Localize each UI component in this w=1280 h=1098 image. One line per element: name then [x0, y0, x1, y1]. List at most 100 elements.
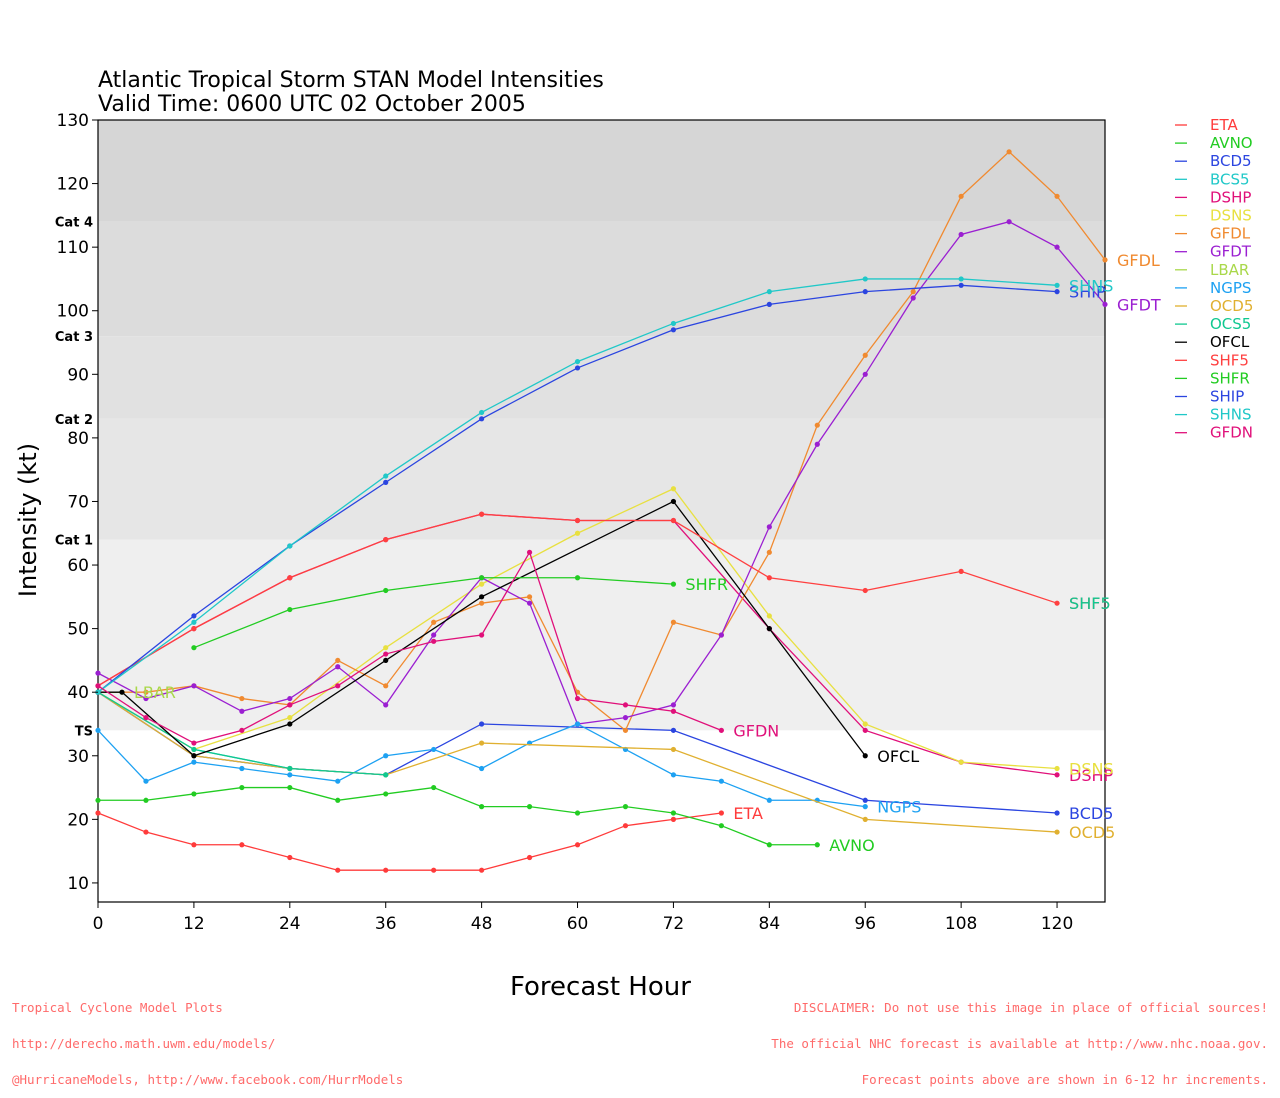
data-point: [766, 626, 772, 632]
legend-label: OCS5: [1210, 315, 1251, 333]
series-shns: [95, 276, 1060, 695]
data-point: [670, 581, 677, 587]
y-tick-label: 120: [57, 175, 89, 195]
series-end-label: GFDL: [1117, 251, 1160, 270]
footer-left-line[interactable]: @HurricaneModels, http://www.facebook.co…: [12, 1072, 404, 1087]
series-end-label: SHNS: [1069, 276, 1113, 295]
data-point: [670, 708, 677, 714]
y-tick-label: 50: [67, 620, 89, 640]
data-point: [287, 575, 293, 581]
data-point: [574, 721, 581, 727]
y-tick-label: 30: [67, 747, 89, 767]
legend-label: SHIP: [1210, 388, 1244, 406]
footer-left-line[interactable]: http://derecho.math.uwm.edu/models/: [12, 1036, 276, 1051]
data-point: [862, 797, 868, 803]
x-tick-label: 12: [183, 914, 205, 934]
y-tick-label: 70: [67, 492, 89, 512]
legend-label: GFDL: [1210, 225, 1251, 243]
data-point: [526, 804, 533, 810]
legend-entry: SHIP: [1175, 388, 1244, 406]
chart-title: Atlantic Tropical Storm STAN Model Inten…: [98, 68, 604, 93]
data-point: [191, 645, 197, 651]
legend-label: BCD5: [1210, 152, 1252, 170]
data-point: [526, 854, 533, 861]
data-point: [287, 772, 293, 778]
legend-entry: ETA: [1175, 116, 1238, 134]
data-point: [670, 810, 677, 816]
data-point: [431, 784, 437, 791]
data-point: [1054, 600, 1060, 606]
data-point: [335, 664, 341, 670]
data-point: [95, 683, 101, 689]
data-point: [143, 778, 149, 784]
data-point: [479, 600, 485, 606]
data-point: [287, 765, 293, 772]
data-point: [814, 842, 820, 848]
data-point: [670, 486, 677, 492]
legend-entry: LBAR: [1175, 261, 1249, 279]
legend-label: NGPS: [1210, 279, 1251, 297]
x-tick-label: 108: [945, 914, 977, 934]
plot-frame: [97, 119, 1106, 903]
category-label: Cat 4: [55, 216, 93, 231]
data-point: [1054, 282, 1060, 288]
y-tick-label: 80: [67, 429, 89, 449]
series-layer: [95, 149, 1108, 873]
y-tick-label: 10: [67, 874, 89, 894]
data-point: [670, 498, 677, 505]
data-point: [862, 587, 868, 594]
x-tick-label: 120: [1041, 914, 1073, 934]
series-end-label: DSNS: [1069, 759, 1114, 778]
data-point: [479, 632, 485, 638]
x-tick-label: 36: [375, 914, 397, 934]
legend: ETAAVNOBCD5BCS5DSHPDSNSGFDLGFDTLBARNGPSO…: [1175, 116, 1253, 442]
legend-label: DSHP: [1210, 188, 1251, 206]
data-point: [95, 670, 101, 676]
data-point: [479, 740, 485, 746]
data-point: [383, 473, 389, 479]
series-gfdn: [95, 549, 724, 746]
legend-label: SHFR: [1210, 369, 1250, 387]
data-point: [718, 727, 724, 733]
series-end-label: DSHP: [1069, 766, 1114, 785]
data-point: [670, 619, 677, 625]
data-point: [910, 289, 916, 295]
data-point: [574, 695, 581, 702]
data-point: [383, 702, 389, 708]
series-end-label: GFDT: [1117, 295, 1161, 314]
data-point: [383, 587, 389, 594]
series-end-label: SHFR: [685, 575, 728, 594]
y-tick-label: 110: [57, 238, 89, 258]
footer-left-line: Tropical Cyclone Model Plots: [12, 1000, 223, 1015]
data-point: [239, 784, 245, 791]
footer-right-line: The official NHC forecast is available a…: [771, 1036, 1268, 1051]
data-point: [143, 829, 149, 835]
legend-label: LBAR: [1210, 261, 1249, 279]
data-point: [479, 867, 485, 873]
series-end-label: OFCL: [877, 747, 919, 766]
x-tick-label: 72: [663, 914, 685, 934]
data-point: [910, 295, 916, 301]
series-end-label: SHF5: [1069, 594, 1111, 613]
data-point: [1102, 301, 1108, 307]
chart-subtitle: Valid Time: 0600 UTC 02 October 2005: [98, 92, 526, 117]
data-point: [479, 575, 485, 581]
data-point: [479, 765, 485, 772]
legend-entry: SHF5: [1175, 351, 1249, 369]
footer-disclaimer: DISCLAIMER: Do not use this image in pla…: [771, 978, 1268, 1098]
data-point: [862, 804, 868, 810]
legend-label: ETA: [1210, 116, 1238, 134]
data-point: [335, 778, 341, 784]
data-point: [383, 651, 389, 657]
data-point: [958, 759, 964, 765]
data-point: [95, 797, 101, 803]
legend-label: SHNS: [1210, 406, 1252, 424]
data-point: [479, 721, 485, 727]
series-shfr: [191, 575, 677, 651]
category-band: [98, 120, 1105, 222]
data-point: [766, 549, 772, 555]
data-point: [383, 657, 389, 664]
series-line: [98, 786, 818, 846]
data-point: [766, 575, 772, 581]
data-point: [766, 524, 772, 530]
